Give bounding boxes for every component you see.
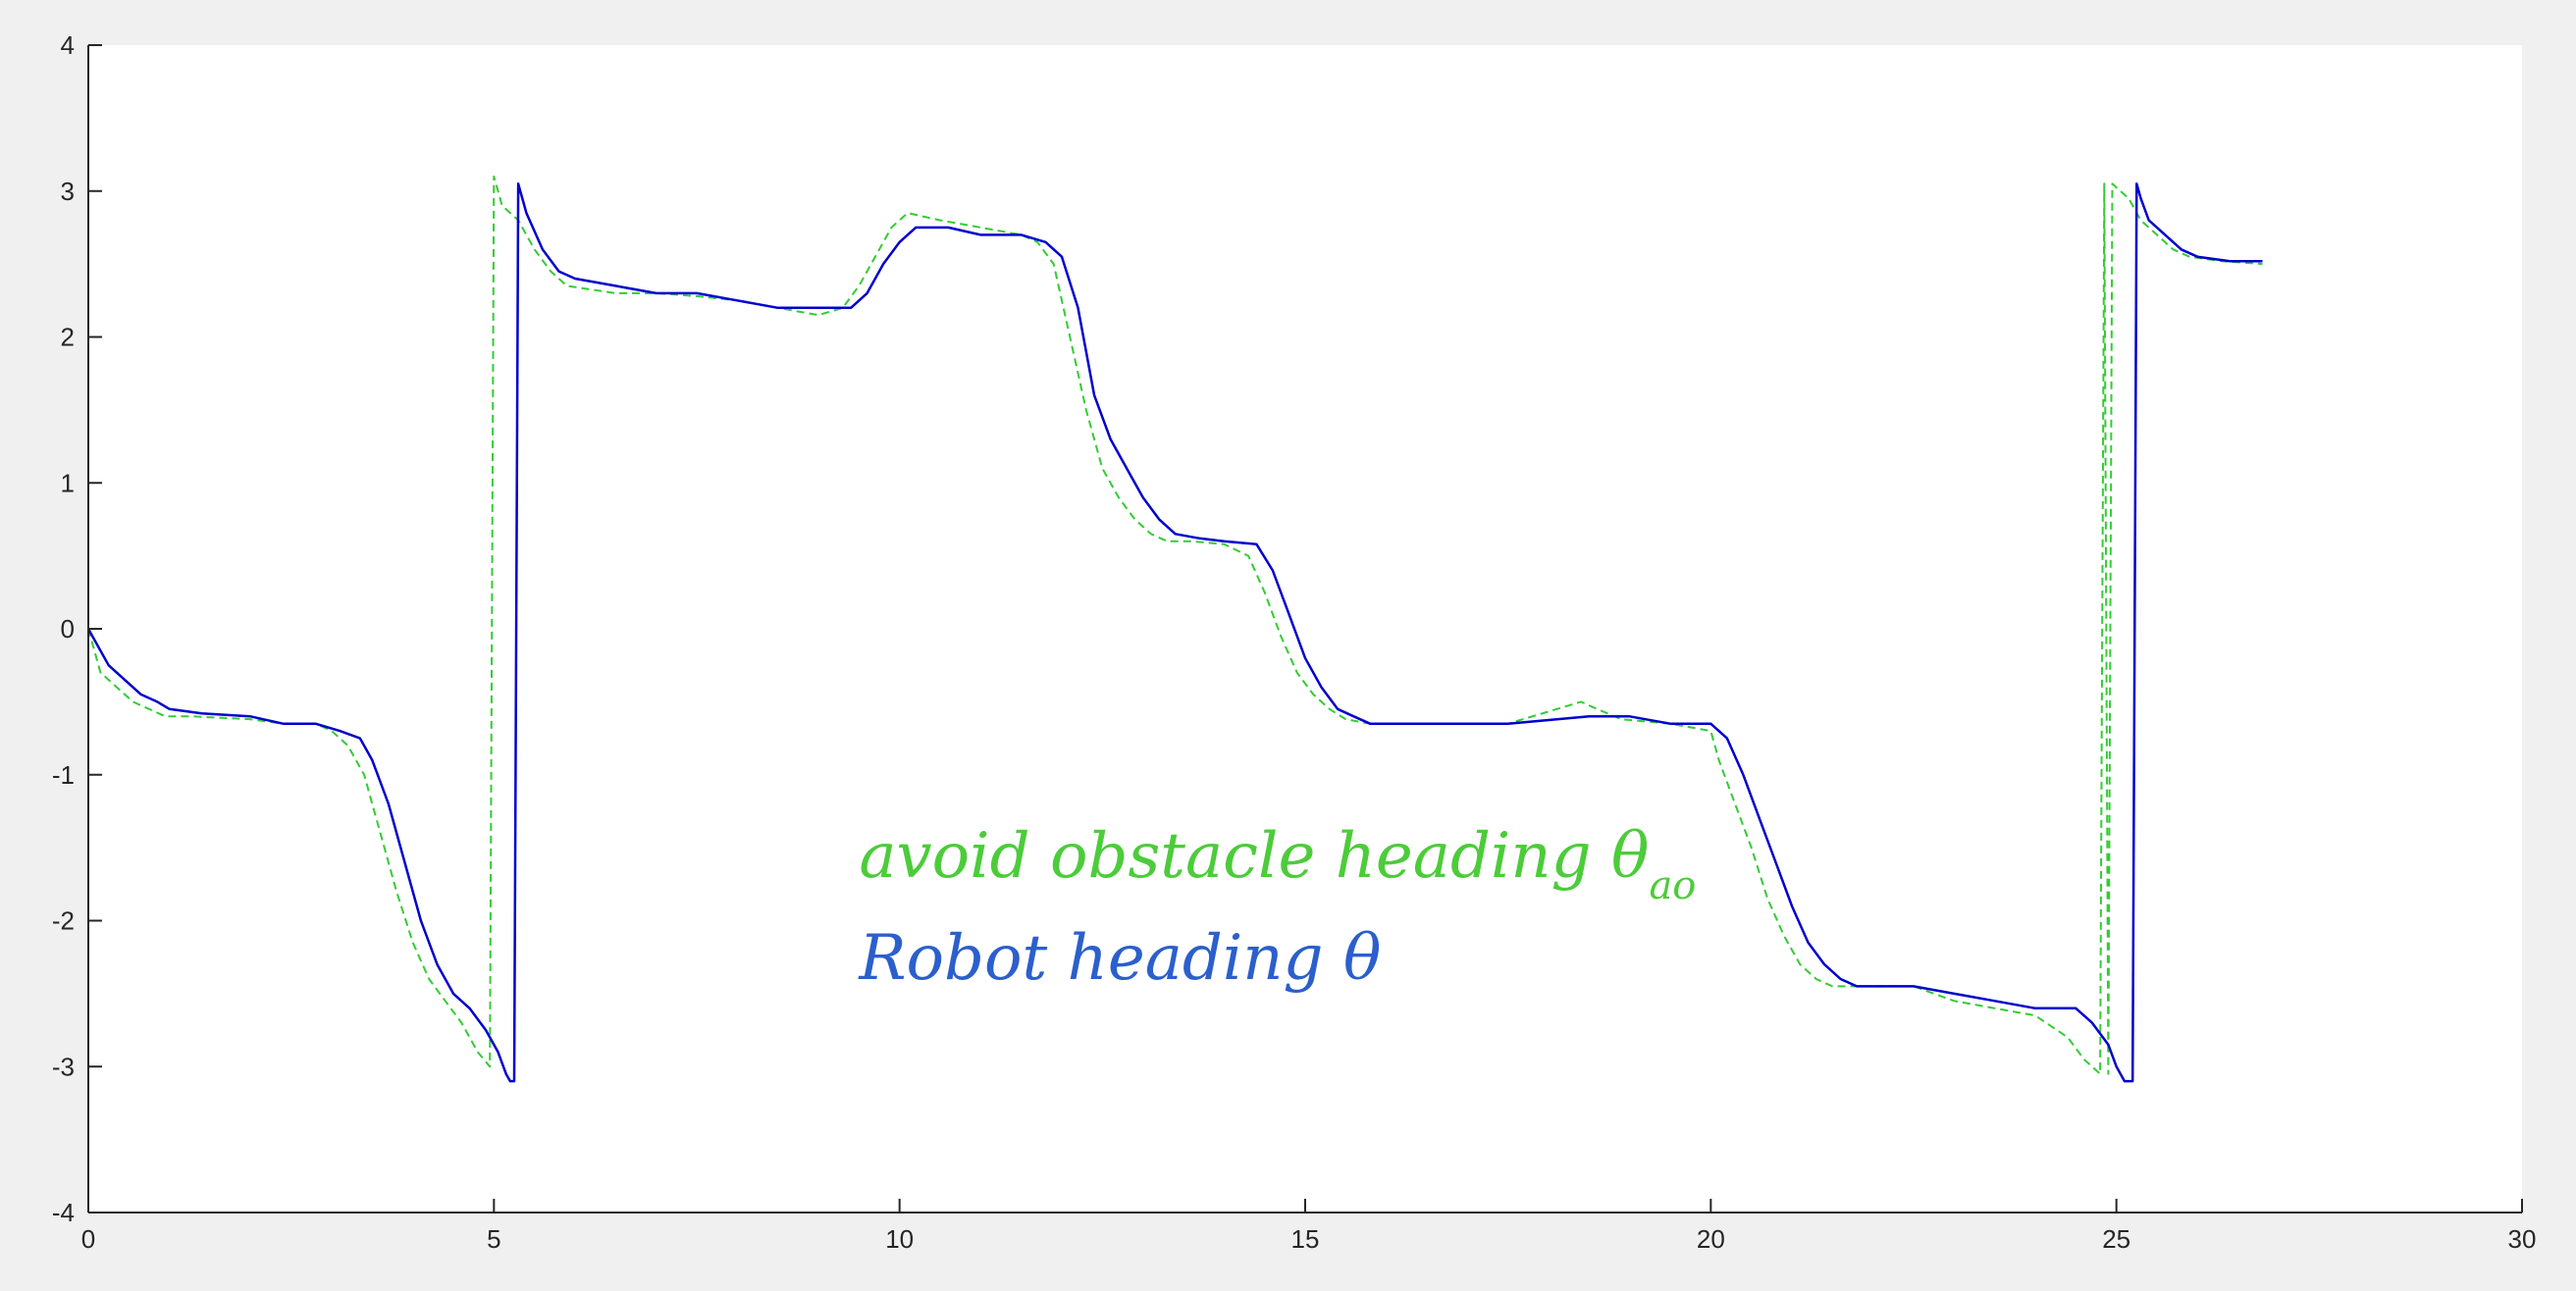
x-tick-label: 30 <box>2508 1224 2537 1254</box>
y-tick-label: -3 <box>52 1052 75 1081</box>
y-tick-label: 3 <box>61 177 75 206</box>
x-tick-label: 15 <box>1291 1224 1320 1254</box>
y-tick-label: 2 <box>61 323 75 352</box>
y-tick-label: 4 <box>61 30 75 60</box>
y-tick-label: -1 <box>52 760 75 790</box>
annotation-subscript: ao <box>1649 863 1696 908</box>
annotation-label-1: Robot heading θ <box>858 922 1381 995</box>
x-tick-label: 10 <box>885 1224 914 1254</box>
y-tick-label: 0 <box>61 614 75 644</box>
y-tick-label: -4 <box>52 1198 75 1227</box>
y-tick-label: 1 <box>61 468 75 497</box>
x-ticks: 0 5 10 15 20 25 30 <box>81 1199 2537 1254</box>
series-line-0 <box>86 182 2263 1083</box>
x-tick-label: 20 <box>1697 1224 1725 1254</box>
series-line-1 <box>87 175 2263 1075</box>
series-layer <box>86 175 2263 1083</box>
x-tick-label: 5 <box>487 1224 500 1254</box>
y-tick-label: -2 <box>52 906 75 936</box>
x-tick-label: 25 <box>2102 1224 2130 1254</box>
x-tick-label: 0 <box>81 1224 95 1254</box>
plot-area <box>88 45 2522 1213</box>
y-ticks: -4 -3 -2 -1 0 1 2 3 4 <box>52 30 102 1227</box>
